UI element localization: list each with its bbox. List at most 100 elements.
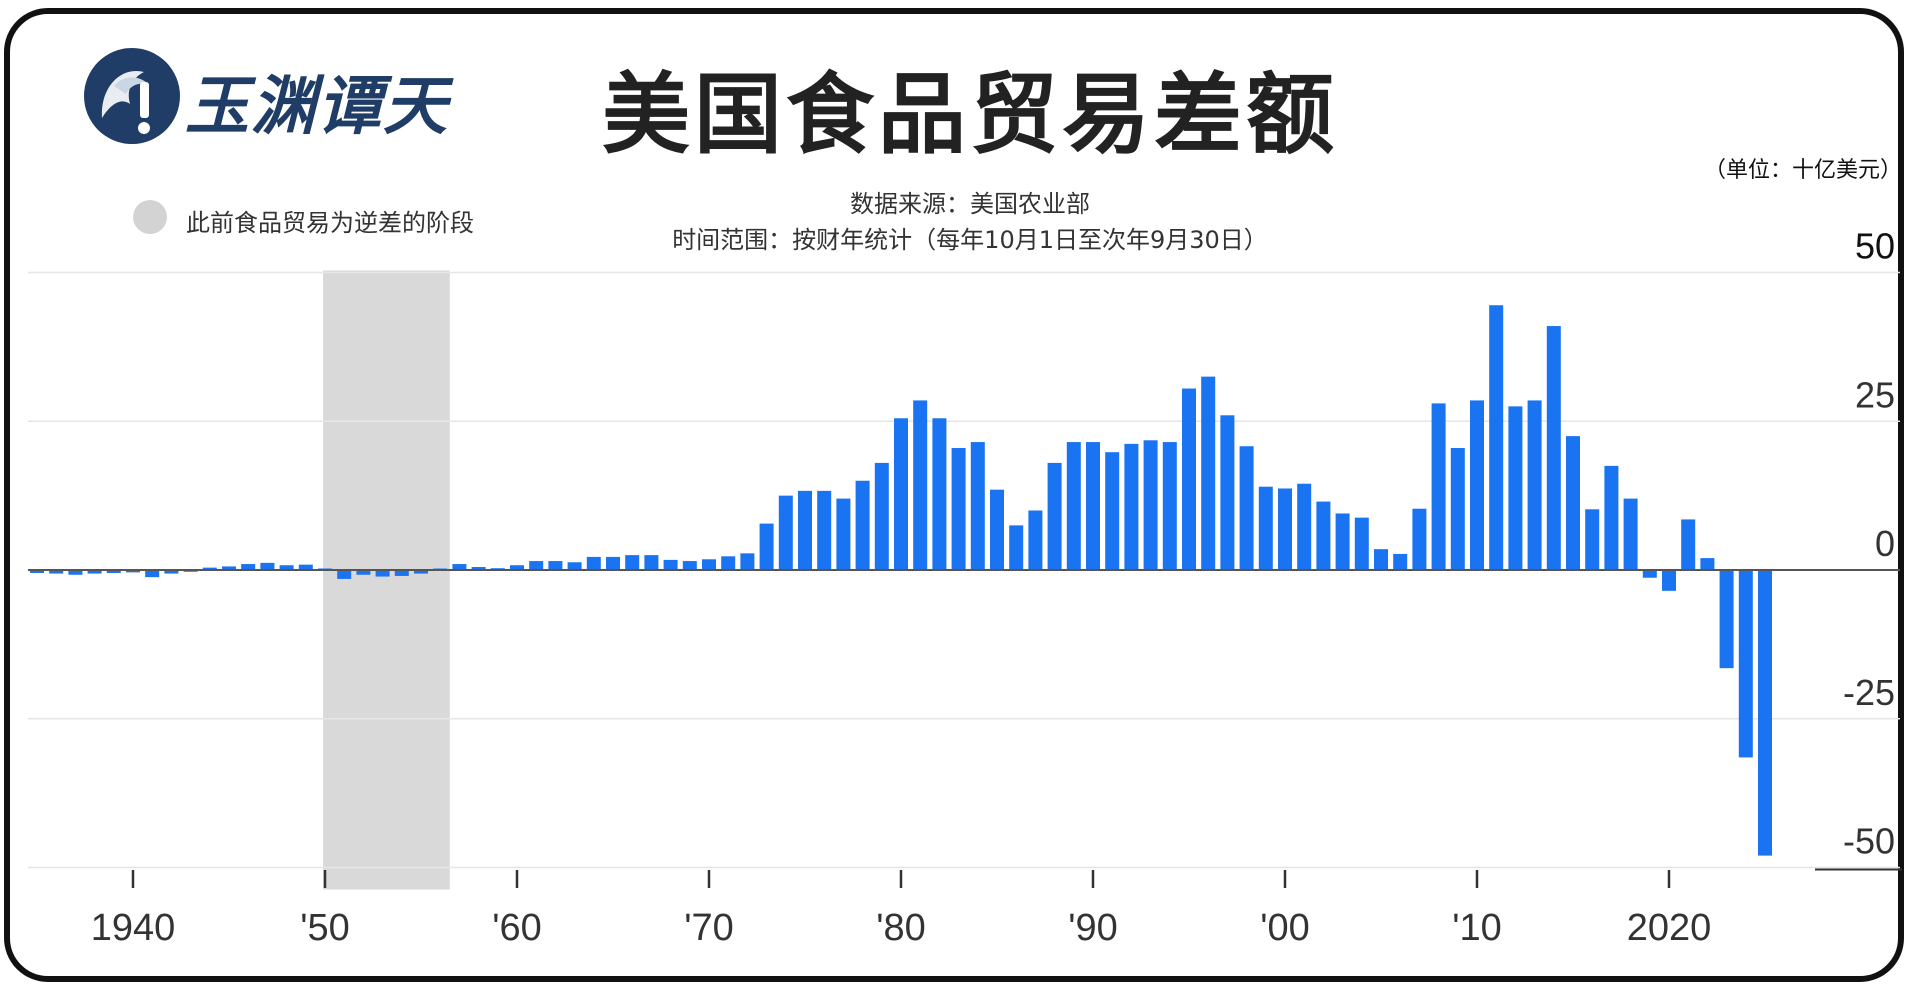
bar-2011 [1489, 305, 1504, 570]
unit-label: （单位：十亿美元） [1703, 158, 1902, 183]
bar-1989 [1066, 442, 1081, 570]
bar-1960 [510, 565, 524, 570]
bar-1963 [567, 562, 582, 570]
bar-1978 [855, 480, 870, 570]
bar-1997 [1220, 415, 1235, 570]
bar-1982 [932, 418, 947, 570]
bar-1988 [1047, 462, 1062, 570]
bar-1991 [1105, 452, 1120, 570]
bar-1995 [1182, 388, 1196, 570]
bar-1977 [836, 498, 851, 570]
x-tick-label: '80 [876, 907, 926, 949]
legend-swatch-shaded [133, 200, 167, 234]
bar-1962 [548, 561, 563, 570]
bar-1981 [913, 400, 928, 570]
bar-2021 [1681, 519, 1696, 570]
bar-2018 [1623, 498, 1638, 570]
bar-1941 [145, 570, 160, 578]
bar-2003 [1335, 513, 1350, 570]
x-tick-label: '90 [1068, 907, 1118, 949]
x-tick-label: '60 [492, 907, 542, 949]
y-tick-label: 50 [1855, 226, 1895, 267]
bar-1966 [625, 555, 640, 570]
bar-2024 [1738, 570, 1753, 758]
logo-text: 玉渊谭天 [185, 69, 449, 144]
bar-1937 [68, 570, 83, 575]
bar-2020 [1662, 570, 1676, 591]
bar-1946 [241, 564, 256, 570]
bar-1952 [356, 570, 371, 575]
bar-2013 [1527, 400, 1542, 570]
shaded-deficit-period [323, 270, 450, 890]
bar-1947 [260, 562, 275, 570]
bar-1993 [1143, 440, 1158, 570]
bar-1976 [817, 490, 832, 570]
bar-1969 [682, 561, 697, 570]
bar-1955 [414, 570, 428, 574]
y-tick-label: 25 [1855, 374, 1895, 415]
bar-1971 [721, 556, 736, 570]
bar-1970 [702, 559, 716, 570]
bar-2019 [1642, 570, 1657, 578]
x-tick-label: '10 [1452, 907, 1502, 949]
source-line-1: 数据来源：美国农业部 [850, 190, 1090, 218]
bar-1964 [586, 556, 601, 570]
bar-1999 [1258, 486, 1273, 570]
bar-1951 [337, 570, 352, 579]
bar-1975 [798, 490, 812, 570]
bar-1979 [874, 462, 889, 570]
bar-2023 [1719, 570, 1734, 669]
bar-1953 [375, 570, 390, 577]
bar-1965 [606, 556, 620, 570]
bar-1984 [970, 442, 985, 570]
bar-2008 [1431, 403, 1446, 570]
x-tick-label: '00 [1260, 907, 1310, 949]
bar-1944 [202, 567, 217, 570]
bar-2007 [1412, 508, 1427, 570]
bar-1996 [1201, 376, 1216, 570]
bar-2015 [1566, 436, 1580, 570]
bar-1935 [30, 570, 44, 573]
source-line-2: 时间范围：按财年统计（每年10月1日至次年9月30日） [672, 226, 1268, 254]
bar-1998 [1239, 446, 1254, 570]
bar-1974 [778, 495, 793, 570]
bar-2005 [1374, 549, 1388, 570]
bar-2006 [1393, 553, 1408, 570]
bar-1949 [298, 564, 313, 570]
bar-2012 [1508, 406, 1523, 570]
bar-2000 [1278, 488, 1292, 570]
bar-1990 [1086, 442, 1100, 570]
bar-1985 [990, 489, 1004, 570]
bar-1987 [1028, 510, 1043, 570]
bar-2001 [1297, 483, 1312, 570]
legend-label-shaded: 此前食品贸易为逆差的阶段 [186, 209, 474, 237]
bar-1992 [1124, 443, 1139, 570]
bar-1942 [164, 570, 179, 574]
bar-1973 [759, 523, 774, 570]
chart-title: 美国食品贸易差额 [601, 63, 1338, 166]
x-tick-label: '70 [684, 907, 734, 949]
y-tick-label: 0 [1875, 523, 1895, 564]
bar-1940 [126, 570, 140, 573]
logo-icon [84, 48, 180, 144]
bar-2016 [1585, 509, 1600, 570]
bar-1954 [394, 570, 409, 576]
x-tick-label: 1940 [91, 907, 176, 949]
x-tick-label: 2020 [1627, 907, 1712, 949]
bar-1968 [663, 559, 678, 570]
bar-1983 [951, 448, 966, 570]
bar-2010 [1470, 400, 1484, 570]
bar-2002 [1316, 501, 1331, 570]
bar-1961 [529, 561, 544, 570]
bar-1945 [222, 566, 236, 570]
bar-1967 [644, 555, 659, 570]
bar-2004 [1354, 517, 1369, 570]
bar-1986 [1009, 525, 1024, 570]
bar-2025 [1758, 570, 1772, 856]
y-tick-label: -50 [1843, 821, 1895, 862]
x-tick-label: '50 [300, 907, 350, 949]
bar-1936 [49, 570, 64, 574]
bar-1938 [87, 570, 102, 574]
bar-1980 [894, 418, 908, 570]
